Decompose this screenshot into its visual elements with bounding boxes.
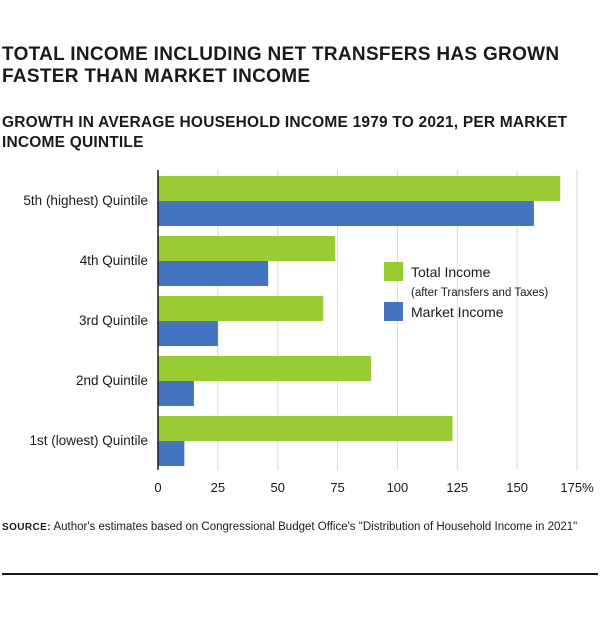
- chart-title: TOTAL INCOME INCLUDING NET TRANSFERS HAS…: [2, 44, 560, 87]
- bar-total-income: [158, 416, 453, 441]
- bar-market-income: [158, 381, 194, 406]
- legend-swatch-market-income: [384, 302, 403, 321]
- category-label: 3rd Quintile: [79, 313, 148, 328]
- legend-sublabel-total-income: (after Transfers and Taxes): [411, 287, 548, 299]
- bar-total-income: [158, 236, 336, 261]
- category-label: 2nd Quintile: [76, 373, 148, 388]
- bar-market-income: [158, 321, 218, 346]
- bar-total-income: [158, 176, 561, 201]
- legend-label-total-income: Total Income: [411, 264, 491, 280]
- x-tick-label: 75: [330, 480, 344, 495]
- footer-rule: [2, 573, 598, 575]
- x-tick-label: 25: [211, 480, 225, 495]
- x-tick-label: 100: [387, 480, 409, 495]
- legend-label-market-income: Market Income: [411, 304, 504, 320]
- legend-swatch-total-income: [384, 262, 403, 281]
- x-tick-label: 125: [446, 480, 468, 495]
- x-tick-label: 175%: [560, 480, 594, 495]
- category-label: 4th Quintile: [80, 253, 148, 268]
- bar-chart: 5th (highest) Quintile 4th Quintile 3rd Qu…: [23, 170, 594, 495]
- source-note: SOURCE: Author's estimates based on Cong…: [2, 520, 598, 535]
- source-label: SOURCE:: [2, 522, 51, 533]
- x-tick-label: 0: [154, 480, 161, 495]
- bar-total-income: [158, 356, 372, 381]
- source-text: Author's estimates based on Congressiona…: [53, 521, 578, 533]
- bar-market-income: [158, 261, 269, 286]
- x-tick-label: 150: [506, 480, 528, 495]
- bar-market-income: [158, 441, 185, 466]
- chart-subtitle: GROWTH IN AVERAGE HOUSEHOLD INCOME 1979 …: [2, 114, 568, 151]
- x-tick-label: 50: [270, 480, 284, 495]
- bar-market-income: [158, 201, 534, 226]
- category-label: 1st (lowest) Quintile: [29, 433, 148, 448]
- bar-total-income: [158, 296, 324, 321]
- category-label: 5th (highest) Quintile: [23, 193, 148, 208]
